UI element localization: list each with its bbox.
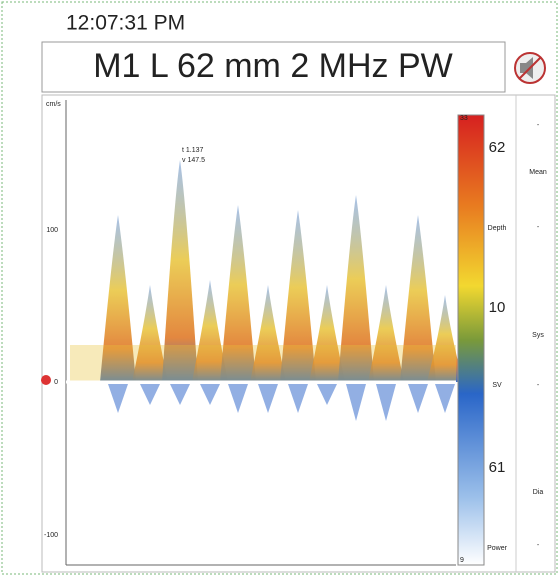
y-label: -100	[44, 532, 58, 539]
flow-peak	[368, 285, 404, 382]
flow-peak	[162, 160, 198, 382]
flow-band	[70, 345, 456, 381]
measurement-label: Mean	[529, 169, 547, 176]
parameter-label: Depth	[488, 225, 507, 232]
flow-peak	[280, 210, 316, 382]
measurement-label: Sys	[532, 332, 544, 339]
flow-reverse	[435, 384, 455, 413]
measurement-value: -	[537, 542, 540, 549]
flow-peak	[427, 295, 463, 382]
flow-reverse	[408, 384, 428, 413]
color-bar	[457, 114, 485, 566]
unit-label: cm/s	[46, 101, 61, 108]
flow-peak	[400, 215, 436, 382]
parameter-label: Power	[487, 545, 508, 552]
measurement-label: Dia	[533, 489, 544, 496]
flow-peak	[309, 285, 345, 382]
flow-peak	[250, 285, 286, 382]
title: M1 L 62 mm 2 MHz PW	[93, 47, 453, 85]
mute-icon[interactable]	[514, 52, 546, 84]
y-label: 0	[54, 379, 58, 386]
flow-peak	[338, 195, 374, 382]
flow-peak	[220, 205, 256, 382]
flow-peak	[132, 285, 168, 382]
measurement-value: -	[537, 382, 540, 389]
cursor-label: v 147.5	[182, 157, 205, 164]
parameter-value: 62	[489, 139, 506, 156]
baseline-marker	[41, 375, 51, 385]
y-label: 100	[46, 227, 58, 234]
cursor-label: t 1.137	[182, 147, 204, 154]
parameter-label: SV	[492, 382, 502, 389]
parameter-value: 61	[489, 459, 506, 476]
color-bar-bottom: 9	[460, 557, 464, 564]
flow-reverse	[170, 384, 190, 405]
parameter-value: 10	[489, 299, 506, 316]
flow-reverse	[317, 384, 337, 405]
flow-reverse	[346, 384, 366, 421]
title-box	[41, 41, 506, 93]
flow-reverse	[376, 384, 396, 421]
measurement-value: -	[537, 122, 540, 129]
flow-reverse	[228, 384, 248, 413]
flow-reverse	[108, 384, 128, 413]
flow-peak	[192, 280, 228, 382]
flow-reverse	[200, 384, 220, 405]
flow-reverse	[288, 384, 308, 413]
time: 12:07:31 PM	[66, 12, 185, 35]
flow-reverse	[258, 384, 278, 413]
measurement-value: -	[537, 224, 540, 231]
flow-peak	[100, 215, 136, 382]
color-bar-top: 33	[460, 115, 468, 122]
spectrum	[70, 160, 463, 421]
flow-reverse	[140, 384, 160, 405]
